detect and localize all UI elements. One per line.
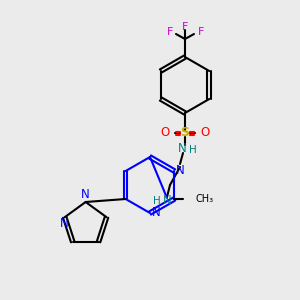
Text: O: O: [160, 127, 169, 140]
Text: N: N: [152, 206, 161, 220]
Text: F: F: [198, 27, 204, 37]
Text: H: H: [153, 196, 161, 206]
Text: F: F: [167, 27, 173, 37]
Text: N: N: [176, 164, 185, 178]
Text: F: F: [182, 22, 188, 32]
Text: CH₃: CH₃: [195, 194, 214, 204]
Text: N: N: [163, 194, 171, 208]
Text: N: N: [81, 188, 90, 201]
Text: O: O: [200, 127, 210, 140]
Text: N: N: [178, 142, 186, 155]
Text: H: H: [189, 145, 197, 155]
Text: S: S: [181, 127, 190, 140]
Text: N: N: [60, 217, 69, 230]
